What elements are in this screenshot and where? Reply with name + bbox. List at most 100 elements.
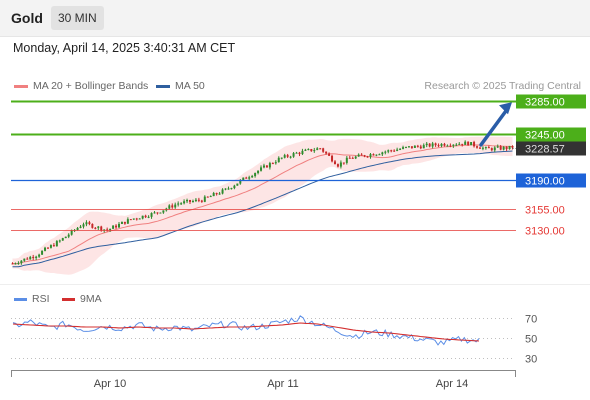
candle-body (425, 143, 428, 146)
rsi-ma-line (12, 322, 480, 342)
candle-body (171, 205, 174, 208)
candle-body (212, 193, 215, 197)
candle-body (100, 226, 103, 231)
candle-body (345, 157, 348, 163)
candle-body (481, 147, 484, 149)
candle-body (443, 143, 446, 146)
candle-body (378, 154, 381, 156)
rsi-tick-30: 30 (525, 354, 537, 366)
candle-body (268, 163, 271, 168)
candle-body (79, 226, 82, 228)
candle-body (319, 148, 322, 150)
candle-body (242, 177, 245, 181)
rsi-legend-label: RSI (32, 293, 50, 305)
candle-body (206, 196, 209, 198)
candle-body (94, 227, 97, 229)
x-tick-label-1: Apr 11 (267, 378, 299, 390)
candle-body (85, 222, 88, 225)
rsi-legend: RSI (14, 293, 50, 305)
candle-body (138, 218, 141, 220)
candle-body (144, 215, 147, 218)
x-tick-label-0: Apr 10 (94, 378, 126, 390)
candle-body (478, 147, 481, 149)
level-label-3228-57: 3228.57 (525, 144, 565, 156)
candle-body (159, 212, 162, 214)
ma50-line (12, 150, 513, 268)
rsi-swatch (14, 297, 27, 301)
rsi-tick-50: 50 (525, 334, 537, 346)
candle-body (351, 157, 354, 159)
candle-body (381, 152, 384, 155)
candle-body (186, 200, 189, 202)
candle-body (431, 143, 434, 147)
candle-body (316, 148, 319, 151)
candle-body (180, 203, 183, 205)
top-bar: Gold 30 MIN (0, 0, 590, 37)
candle-body (360, 154, 363, 156)
candle-body (280, 157, 283, 159)
candle-body (141, 215, 144, 219)
interval-button[interactable]: 30 MIN (51, 6, 104, 30)
candle-body (103, 229, 106, 231)
candle-body (209, 196, 212, 198)
candle-body (422, 145, 425, 149)
candle-body (304, 149, 307, 151)
legend-ma50-label: MA 50 (175, 80, 205, 92)
ma50-swatch (156, 84, 170, 88)
candle-body (156, 212, 159, 214)
candle-body (307, 149, 310, 151)
candle-body (76, 227, 79, 230)
candle-body (393, 150, 396, 152)
candle-body (342, 162, 345, 164)
rsi-ma-legend: 9MA (62, 293, 102, 305)
candle-body (221, 189, 224, 194)
candle-body (508, 145, 511, 150)
candle-body (357, 154, 360, 157)
x-tick-label-2: Apr 14 (436, 378, 468, 390)
candle-body (115, 225, 118, 228)
candle-body (153, 212, 156, 214)
candle-body (416, 145, 419, 147)
candle-body (262, 165, 265, 168)
candle-body (407, 146, 410, 148)
candle-body (23, 258, 26, 261)
candle-body (437, 145, 440, 147)
legend-bollinger: MA 20 + Bollinger Bands (14, 80, 148, 92)
candle-body (336, 164, 339, 167)
candle-body (310, 149, 313, 152)
candle-body (126, 219, 129, 224)
candle-body (283, 155, 286, 158)
candle-body (135, 218, 138, 220)
candle-body (11, 263, 14, 265)
candle-body (333, 161, 336, 165)
candle-body (35, 256, 38, 259)
candle-body (502, 146, 505, 150)
candle-body (402, 147, 405, 149)
candle-body (200, 200, 203, 202)
level-tag-3285-00 (516, 94, 586, 109)
candle-body (298, 152, 301, 155)
candle-body (20, 260, 23, 264)
candle-body (120, 221, 123, 224)
candle-body (295, 152, 298, 154)
candle-body (484, 147, 487, 149)
level-tag-3190-00 (516, 173, 586, 188)
candle-body (464, 141, 467, 145)
candle-body (446, 145, 449, 147)
rsi-tick-70: 70 (525, 314, 537, 326)
candle-body (14, 263, 17, 265)
candle-body (233, 185, 236, 189)
candle-body (147, 216, 150, 218)
rsi-line (12, 315, 480, 346)
candle-body (67, 234, 70, 237)
candle-body (17, 263, 20, 265)
candle-body (390, 150, 393, 152)
candle-body (354, 156, 357, 159)
candle-body (369, 154, 372, 157)
candle-body (52, 245, 55, 247)
bollinger-band-fill (12, 136, 513, 275)
candle-body (44, 247, 47, 251)
candle-body (467, 141, 470, 146)
candle-body (123, 221, 126, 224)
